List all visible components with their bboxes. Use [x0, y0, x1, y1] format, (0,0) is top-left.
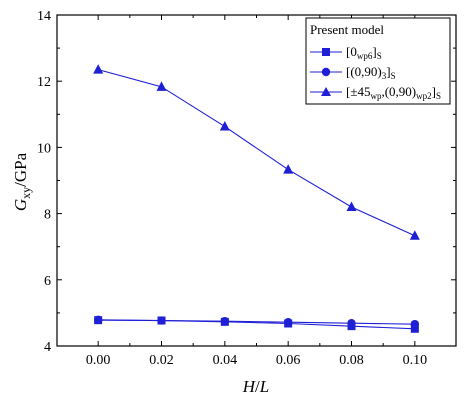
x-axis-title: H/L [242, 377, 269, 396]
legend-label-0: [0wp6]S [346, 44, 382, 61]
y-axis-title: Gxy/GPa [11, 152, 33, 211]
x-tick-label-1: 0.02 [149, 353, 174, 368]
y-tick-label-0: 4 [44, 340, 51, 355]
data-point-2-3 [283, 164, 294, 174]
y-tick-label-4: 12 [37, 75, 51, 90]
data-point-1-1 [157, 316, 166, 325]
y-tick-label-5: 14 [37, 9, 51, 24]
data-point-1-3 [283, 317, 293, 327]
x-tick-label-4: 0.08 [339, 353, 364, 368]
series-1 [93, 315, 420, 329]
data-point-1-5 [410, 319, 420, 329]
data-point-1-2 [220, 316, 230, 326]
legend-marker-0 [322, 48, 330, 56]
data-point-1-4 [347, 318, 356, 328]
data-point-0-5 [410, 324, 419, 333]
x-tick-label-3: 0.06 [276, 353, 301, 368]
series [93, 64, 420, 333]
y-tick-label-1: 6 [44, 274, 51, 289]
legend-entry-0: [0wp6]S [310, 44, 382, 61]
data-point-2-4 [346, 201, 357, 211]
legend-title: Present model [310, 22, 384, 37]
series-line-2 [98, 69, 416, 237]
series-line-1 [98, 319, 415, 325]
data-point-2-5 [409, 230, 420, 240]
legend-label-1: [(0,90)3]S [346, 64, 396, 81]
data-point-2-1 [156, 81, 167, 91]
x-tick-label-0: 0.00 [86, 353, 111, 368]
data-point-2-0 [93, 64, 104, 74]
legend-marker-1 [321, 67, 331, 77]
x-tick-label-5: 0.10 [403, 353, 428, 368]
legend: Present model [0wp6]S [(0,90)3]S [±45wp,… [305, 17, 451, 105]
legend-box [305, 17, 451, 105]
y-tick-label-2: 8 [44, 208, 51, 223]
ticks: 0.00 0.02 0.04 0.06 0.08 0.10 4 6 8 10 12 14 [37, 9, 456, 368]
series-2 [93, 64, 420, 240]
y-tick-label-3: 10 [37, 141, 51, 156]
data-point-1-0 [93, 315, 103, 325]
x-tick-label-2: 0.04 [213, 353, 238, 368]
series-0 [94, 316, 419, 333]
data-point-2-2 [219, 121, 230, 131]
legend-marker-2 [321, 87, 331, 96]
